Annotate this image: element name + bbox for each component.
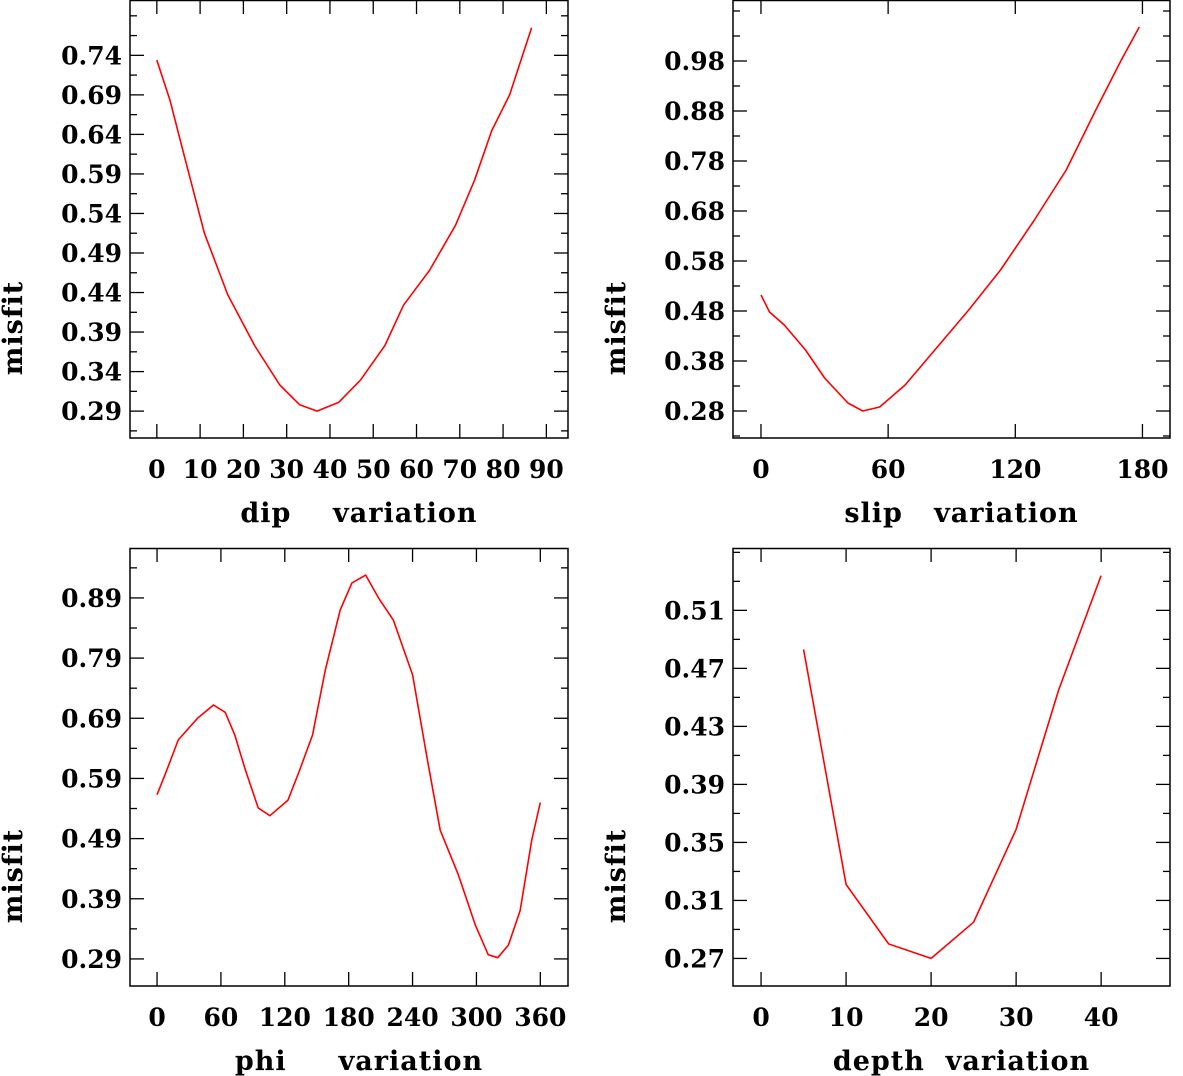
y-tick-label: 0.89: [61, 584, 122, 613]
y-tick-label: 0.29: [61, 945, 122, 974]
x-tick-label: 120: [259, 1003, 311, 1032]
y-tick-label: 0.64: [61, 120, 122, 149]
y-tick-label: 0.54: [61, 199, 122, 228]
y-tick-label: 0.39: [664, 770, 725, 799]
y-tick-label: 0.79: [61, 644, 122, 673]
x-axis-label: depth variation: [833, 1046, 1090, 1076]
y-tick-label: 0.88: [664, 97, 725, 126]
x-tick-label: 0: [752, 1003, 769, 1032]
x-tick-label: 0: [752, 455, 769, 484]
x-tick-label: 10: [183, 455, 218, 484]
x-tick-label: 180: [323, 1003, 375, 1032]
y-tick-label: 0.38: [664, 347, 725, 376]
y-tick-label: 0.58: [664, 247, 725, 276]
x-tick-label: 60: [871, 455, 906, 484]
misfit-curve-slip: [760, 26, 1141, 412]
y-tick-label: 0.29: [61, 397, 122, 426]
x-tick-label: 40: [313, 455, 348, 484]
y-tick-label: 0.43: [664, 712, 725, 741]
y-tick-label: 0.49: [61, 825, 122, 854]
x-tick-label: 240: [386, 1003, 438, 1032]
y-tick-label: 0.69: [61, 81, 122, 110]
plot-frame: [732, 0, 1171, 439]
x-axis-label: slip variation: [844, 498, 1078, 529]
x-tick-label: 0: [148, 455, 165, 484]
y-tick-label: 0.39: [61, 885, 122, 914]
x-tick-label: 90: [529, 455, 564, 484]
y-tick-label: 0.59: [61, 764, 122, 793]
x-tick-label: 20: [914, 1003, 949, 1032]
x-tick-label: 30: [999, 1003, 1034, 1032]
y-tick-label: 0.28: [664, 397, 725, 426]
y-tick-label: 0.69: [61, 704, 122, 733]
x-tick-label: 300: [450, 1003, 502, 1032]
misfit-curve-dip: [156, 27, 533, 412]
y-axis-label: misfit: [0, 829, 29, 923]
y-tick-label: 0.27: [664, 944, 725, 973]
x-tick-label: 60: [399, 455, 434, 484]
panel-slip: 0.28 0.38 0.48 0.58 0.68 0.78 0.88 0.98 0 60 120 18…: [601, 0, 1171, 529]
x-axis-label: dip variation: [240, 498, 477, 529]
y-tick-label: 0.68: [664, 197, 725, 226]
y-tick-label: 0.31: [664, 886, 725, 915]
y-tick-label: 0.98: [664, 47, 725, 76]
plot-frame: [129, 547, 569, 987]
misfit-curve-phi: [156, 574, 542, 959]
x-tick-label: 30: [269, 455, 304, 484]
panel-depth: 0.27 0.31 0.35 0.39 0.43 0.47 0.51 0 10 20 30 40 dep…: [601, 547, 1171, 1076]
x-tick-label: 40: [1084, 1003, 1119, 1032]
y-tick-label: 0.49: [61, 239, 122, 268]
plot-frame: [732, 547, 1171, 987]
y-tick-label: 0.51: [664, 596, 725, 625]
x-tick-label: 70: [442, 455, 477, 484]
x-tick-label: 180: [1116, 455, 1168, 484]
y-tick-label: 0.59: [61, 160, 122, 189]
y-axis-label: misfit: [0, 281, 29, 375]
x-tick-label: 20: [226, 455, 261, 484]
x-tick-label: 50: [356, 455, 391, 484]
y-tick-label: 0.44: [61, 279, 122, 308]
x-tick-label: 60: [204, 1003, 239, 1032]
y-axis-label: misfit: [601, 281, 632, 375]
x-tick-label: 80: [486, 455, 521, 484]
y-tick-label: 0.74: [61, 41, 122, 70]
plot-frame: [129, 0, 569, 439]
y-tick-label: 0.34: [61, 358, 122, 387]
x-tick-label: 0: [148, 1003, 165, 1032]
y-axis-label: misfit: [601, 829, 632, 923]
misfit-curve-depth: [802, 575, 1102, 960]
x-tick-label: 10: [829, 1003, 864, 1032]
y-tick-label: 0.48: [664, 297, 725, 326]
y-tick-label: 0.47: [664, 654, 725, 683]
x-axis-label: phi variation: [235, 1046, 483, 1076]
y-tick-label: 0.78: [664, 147, 725, 176]
panel-dip: 0.29 0.34 0.39 0.44 0.49 0.54 0.59 0.64 0.69 0.74…: [0, 0, 569, 529]
x-tick-label: 120: [989, 455, 1041, 484]
y-tick-label: 0.39: [61, 318, 122, 347]
y-tick-label: 0.35: [664, 828, 725, 857]
panel-phi: 0.29 0.39 0.49 0.59 0.69 0.79 0.89 0 60 120 180 240…: [0, 547, 569, 1076]
x-tick-label: 360: [514, 1003, 566, 1032]
